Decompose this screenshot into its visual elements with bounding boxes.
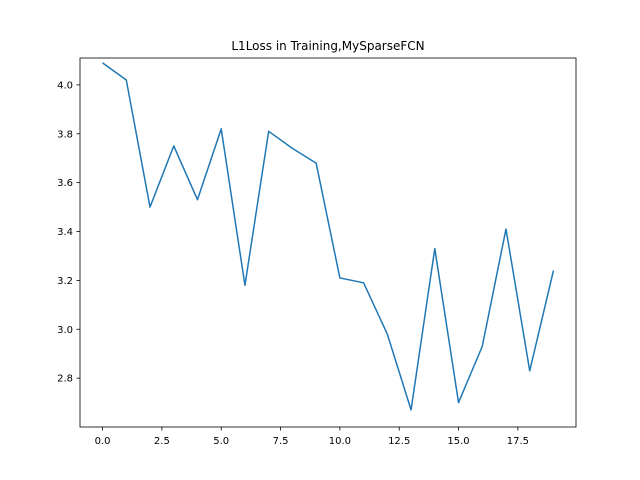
- x-tick-label: 2.5: [154, 436, 170, 447]
- x-tick-label: 0.0: [95, 436, 111, 447]
- x-tick-label: 10.0: [329, 436, 351, 447]
- plot-area: [80, 58, 576, 427]
- plot-frame: [79, 57, 577, 428]
- series-line: [102, 62, 555, 411]
- y-tick-label: 3.2: [57, 276, 73, 287]
- x-tick-label: 12.5: [388, 436, 410, 447]
- x-tick-label: 5.0: [213, 436, 229, 447]
- chart-title: L1Loss in Training,MySparseFCN: [231, 39, 424, 53]
- y-tick-label: 3.0: [57, 325, 73, 336]
- x-tick-label: 15.0: [447, 436, 469, 447]
- y-axis: 2.8 3.0 3.2 3.4 3.6 3.8 4.0: [57, 80, 80, 385]
- y-tick-label: 2.8: [57, 374, 73, 385]
- x-axis: 0.0 2.5 5.0 7.5 10.0 12.5 15.0 17.5: [95, 427, 529, 447]
- y-tick-label: 3.6: [57, 178, 73, 189]
- y-tick-label: 4.0: [57, 80, 73, 91]
- y-tick-label: 3.8: [57, 129, 73, 140]
- x-tick-label: 7.5: [273, 436, 289, 447]
- y-tick-label: 3.4: [57, 227, 73, 238]
- x-tick-label: 17.5: [507, 436, 529, 447]
- series-layer: [102, 62, 555, 411]
